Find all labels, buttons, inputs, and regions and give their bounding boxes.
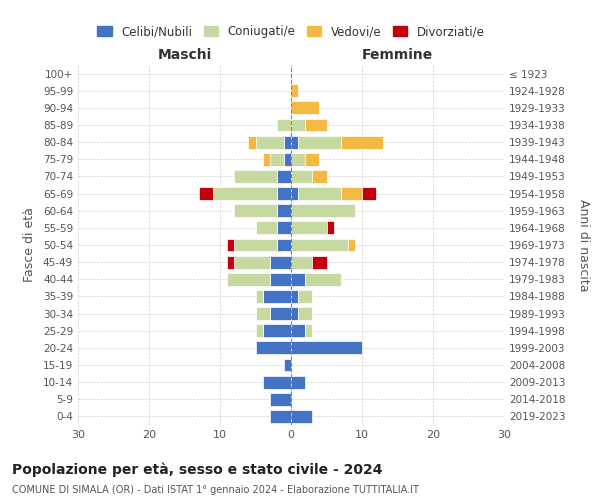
Bar: [277, 222, 291, 234]
Y-axis label: Anni di nascita: Anni di nascita: [577, 198, 590, 291]
Bar: [298, 290, 313, 303]
Bar: [298, 187, 341, 200]
Bar: [313, 256, 326, 268]
Text: Femmine: Femmine: [362, 48, 433, 62]
Bar: [270, 256, 291, 268]
Bar: [263, 153, 270, 166]
Bar: [291, 307, 298, 320]
Bar: [313, 170, 326, 183]
Bar: [326, 222, 334, 234]
Bar: [341, 136, 383, 148]
Bar: [277, 204, 291, 217]
Bar: [277, 170, 291, 183]
Bar: [234, 238, 277, 252]
Text: Popolazione per età, sesso e stato civile - 2024: Popolazione per età, sesso e stato civil…: [12, 462, 383, 477]
Bar: [348, 238, 355, 252]
Bar: [305, 118, 326, 132]
Bar: [270, 307, 291, 320]
Bar: [234, 170, 277, 183]
Bar: [234, 256, 270, 268]
Bar: [291, 376, 305, 388]
Bar: [291, 118, 305, 132]
Bar: [291, 324, 305, 337]
Bar: [248, 136, 256, 148]
Bar: [227, 238, 234, 252]
Bar: [256, 222, 277, 234]
Bar: [284, 136, 291, 148]
Bar: [291, 136, 298, 148]
Bar: [291, 187, 298, 200]
Bar: [291, 102, 319, 114]
Bar: [341, 187, 362, 200]
Bar: [305, 153, 319, 166]
Bar: [199, 187, 213, 200]
Bar: [291, 204, 355, 217]
Bar: [256, 290, 263, 303]
Bar: [270, 273, 291, 285]
Bar: [234, 204, 277, 217]
Bar: [284, 358, 291, 372]
Bar: [291, 84, 298, 97]
Bar: [263, 376, 291, 388]
Bar: [227, 273, 270, 285]
Bar: [270, 153, 284, 166]
Text: COMUNE DI SIMALA (OR) - Dati ISTAT 1° gennaio 2024 - Elaborazione TUTTITALIA.IT: COMUNE DI SIMALA (OR) - Dati ISTAT 1° ge…: [12, 485, 419, 495]
Bar: [256, 136, 284, 148]
Text: Maschi: Maschi: [157, 48, 212, 62]
Bar: [291, 273, 305, 285]
Bar: [305, 324, 313, 337]
Bar: [256, 307, 270, 320]
Bar: [305, 273, 341, 285]
Bar: [362, 187, 376, 200]
Bar: [298, 307, 313, 320]
Bar: [298, 136, 341, 148]
Bar: [291, 170, 313, 183]
Bar: [256, 342, 291, 354]
Bar: [291, 342, 362, 354]
Bar: [227, 256, 234, 268]
Bar: [213, 187, 277, 200]
Bar: [291, 238, 348, 252]
Bar: [256, 324, 263, 337]
Bar: [277, 187, 291, 200]
Bar: [263, 324, 291, 337]
Bar: [270, 393, 291, 406]
Bar: [284, 153, 291, 166]
Bar: [291, 256, 313, 268]
Bar: [277, 118, 291, 132]
Bar: [291, 410, 313, 423]
Bar: [291, 222, 326, 234]
Legend: Celibi/Nubili, Coniugati/e, Vedovi/e, Divorziati/e: Celibi/Nubili, Coniugati/e, Vedovi/e, Di…: [92, 20, 490, 43]
Bar: [263, 290, 291, 303]
Bar: [277, 238, 291, 252]
Bar: [270, 410, 291, 423]
Bar: [291, 153, 305, 166]
Y-axis label: Fasce di età: Fasce di età: [23, 208, 36, 282]
Bar: [291, 290, 298, 303]
